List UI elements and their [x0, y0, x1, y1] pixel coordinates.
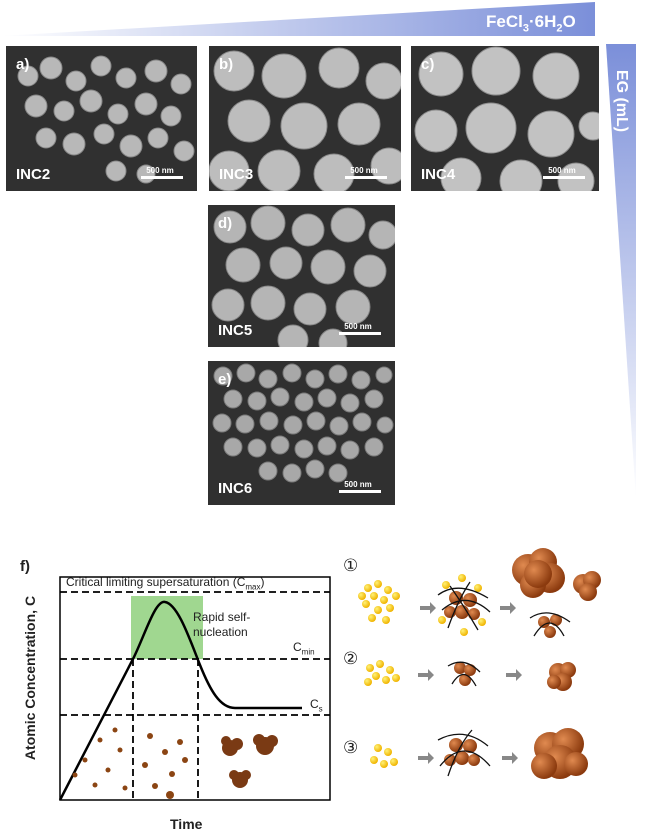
concentration-curve — [58, 600, 302, 801]
sem-image-inc6: e) INC6 500 nm — [208, 361, 395, 505]
grown-particles — [221, 734, 278, 788]
scale-label: 500 nm — [344, 322, 372, 331]
panel-tag: b) — [219, 56, 234, 73]
scale-label: 500 nm — [548, 166, 576, 175]
pathway-3-number: ③ — [343, 738, 359, 757]
cmin-label: Cmin — [293, 640, 315, 657]
panel-tag: e) — [218, 371, 232, 388]
sem-image-inc2: a) INC2 500 nm — [6, 46, 197, 191]
pathway-1-cluster — [437, 574, 491, 636]
particles-texture — [17, 55, 195, 184]
pathway-2-product — [547, 662, 576, 691]
particles-texture — [212, 363, 394, 483]
eg-gradient-bar — [606, 44, 636, 499]
nuclei-dots — [72, 727, 188, 799]
scale-label: 500 nm — [350, 166, 378, 175]
sample-label: INC2 — [16, 166, 51, 183]
cs-label: Cs — [310, 697, 323, 714]
growth-pathways — [358, 548, 601, 779]
scale-bar — [141, 176, 183, 179]
pathway-2-number: ② — [343, 649, 359, 668]
pathway-3-product — [531, 728, 588, 779]
lamer-plot — [58, 576, 331, 801]
x-axis-label: Time — [170, 816, 203, 832]
pathway-2-seeds — [364, 660, 400, 686]
scale-bar — [543, 176, 585, 179]
scale-bar — [345, 176, 387, 179]
scale-bar — [339, 490, 381, 493]
pathway-2-cluster — [447, 661, 481, 687]
particles-texture — [414, 46, 599, 191]
fecl3-label: FeCl3·6H2O — [486, 12, 576, 35]
scale-label: 500 nm — [146, 166, 174, 175]
pathway-3-cluster — [437, 729, 491, 777]
sem-image-inc3: b) INC3 500 nm — [209, 46, 401, 191]
panel-f-tag: f) — [20, 558, 30, 575]
pathway-3-seeds — [370, 744, 398, 768]
arrows — [418, 602, 522, 764]
nucleation-zone — [131, 596, 203, 659]
plot-frame — [59, 576, 331, 801]
sample-label: INC6 — [218, 480, 253, 497]
particles-texture — [211, 205, 395, 347]
panel-tag: d) — [218, 215, 233, 232]
sample-label: INC4 — [421, 166, 456, 183]
fecl3-gradient-bar — [0, 2, 595, 36]
sem-image-inc5: d) INC5 500 nm — [208, 205, 395, 347]
eg-label: EG (mL) — [613, 69, 630, 133]
particles-texture — [209, 47, 401, 191]
pathway-1-products — [512, 548, 601, 638]
scale-bar — [339, 332, 381, 335]
pathway-1-number: ① — [343, 556, 359, 575]
cmax-label: Critical limiting supersaturation (Cmax) — [66, 575, 265, 592]
pathway-1-seeds — [358, 580, 400, 624]
sem-image-inc4: c) INC4 500 nm — [411, 46, 599, 191]
panel-tag: a) — [16, 56, 30, 73]
sample-label: INC3 — [219, 166, 254, 183]
scale-label: 500 nm — [344, 480, 372, 489]
nucleation-label: Rapid self- nucleation — [193, 610, 251, 639]
sample-label: INC5 — [218, 322, 253, 339]
panel-tag: c) — [421, 56, 435, 73]
